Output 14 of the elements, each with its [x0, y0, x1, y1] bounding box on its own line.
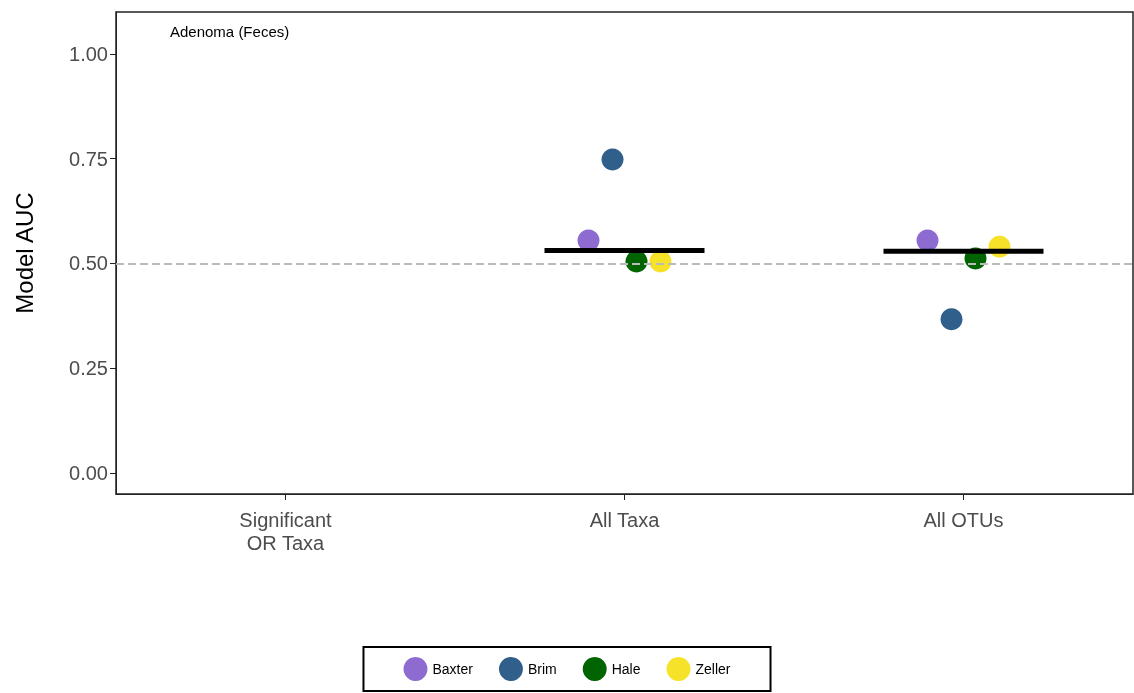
legend-label: Brim: [527, 661, 557, 677]
y-axis-title: Model AUC: [10, 192, 38, 314]
annotation: Adenoma (Feces): [170, 23, 290, 40]
y-tick-label: 0.00: [69, 462, 108, 485]
x-tick-label: All OTUs: [923, 508, 1004, 531]
legend-label: Baxter: [432, 661, 474, 677]
y-tick-label: 0.75: [69, 147, 108, 170]
x-tick-label: Significant OR Taxa: [239, 508, 333, 554]
y-tick-label: 0.50: [69, 252, 108, 275]
y-tick-label: 1.00: [69, 42, 108, 65]
x-tick-label: All Taxa: [589, 508, 661, 531]
y-tick-label: 0.25: [69, 357, 108, 380]
legend-label: Hale: [611, 661, 641, 677]
legend-label: Zeller: [695, 661, 731, 677]
